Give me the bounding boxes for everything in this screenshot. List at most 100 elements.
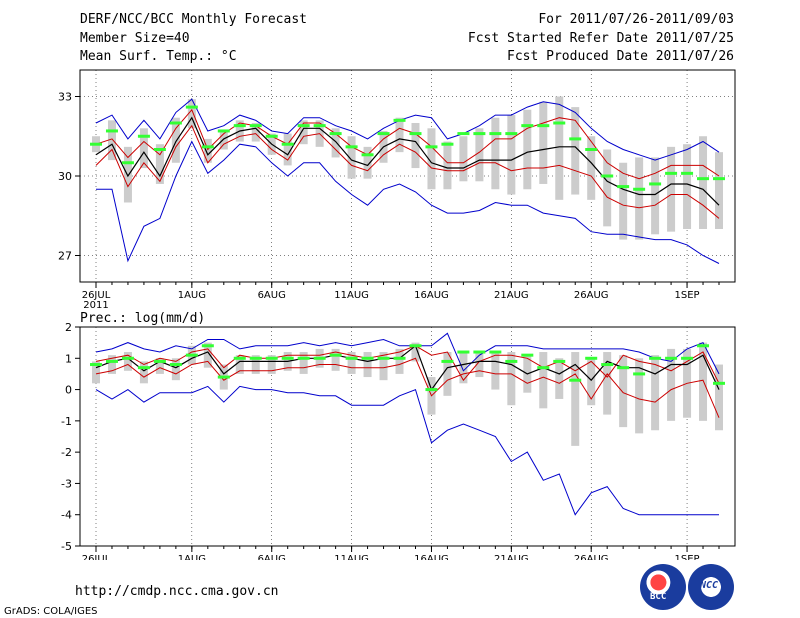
spread-bar bbox=[299, 352, 308, 374]
spread-bar bbox=[619, 355, 628, 428]
median-marker bbox=[649, 182, 662, 186]
median-marker bbox=[409, 344, 422, 348]
bcc-logo: BCC bbox=[640, 564, 686, 610]
median-marker bbox=[505, 132, 518, 136]
spread-bar bbox=[555, 358, 564, 399]
median-marker bbox=[473, 350, 486, 354]
median-marker bbox=[697, 344, 710, 348]
precipitation-chart: -5-4-3-2-101226JUL20111AUG6AUG11AUG16AUG… bbox=[61, 321, 736, 560]
grads-credit: GrADS: COLA/IGES bbox=[4, 606, 98, 617]
median-marker bbox=[473, 132, 486, 136]
spread-bar bbox=[667, 146, 676, 232]
x-tick-label: 6AUG bbox=[258, 290, 286, 301]
spread-bar bbox=[155, 358, 164, 374]
median-marker bbox=[377, 132, 390, 136]
median-marker bbox=[233, 124, 246, 128]
y-tick-label: 0 bbox=[65, 384, 72, 397]
median-marker bbox=[105, 129, 118, 133]
spread-bar bbox=[203, 138, 212, 163]
spread-bar bbox=[219, 130, 228, 150]
spread-bar bbox=[267, 355, 276, 374]
spread-bar bbox=[171, 117, 180, 163]
median-marker bbox=[617, 366, 630, 370]
median-marker bbox=[537, 366, 550, 370]
x-tick-label: 1SEP bbox=[675, 554, 700, 560]
spread-bar bbox=[171, 358, 180, 381]
median-marker bbox=[249, 356, 262, 360]
y-tick-label: -3 bbox=[61, 477, 72, 490]
spread-bar bbox=[683, 144, 692, 229]
median-marker bbox=[665, 171, 678, 175]
median-marker bbox=[329, 353, 342, 357]
median-marker bbox=[345, 145, 358, 149]
median-marker bbox=[521, 124, 534, 128]
spread-bar bbox=[475, 128, 484, 182]
median-marker bbox=[489, 350, 502, 354]
spread-bar bbox=[603, 149, 612, 227]
x-tick-label: 21AUG bbox=[494, 554, 529, 560]
median-marker bbox=[345, 356, 358, 360]
x-tick-label: 26JUL bbox=[82, 290, 111, 301]
produced-date: Fcst Produced Date 2011/07/26 bbox=[507, 49, 734, 64]
x-tick-year: 2011 bbox=[83, 300, 108, 311]
median-marker bbox=[681, 171, 694, 175]
median-marker bbox=[665, 356, 678, 360]
ncc-logo: NCC bbox=[688, 564, 734, 610]
median-marker bbox=[457, 132, 470, 136]
median-marker bbox=[697, 177, 710, 181]
spread-bar bbox=[347, 136, 356, 179]
median-marker bbox=[90, 363, 102, 367]
median-marker bbox=[521, 353, 534, 357]
spread-bar bbox=[92, 361, 100, 384]
x-tick-label: 26AUG bbox=[574, 290, 609, 301]
median-marker bbox=[281, 142, 294, 146]
x-tick-label: 6AUG bbox=[258, 554, 286, 560]
median-marker bbox=[233, 356, 246, 360]
member-size: Member Size=40 bbox=[80, 31, 190, 46]
spread-bar bbox=[123, 146, 132, 203]
spread-bar bbox=[651, 157, 660, 235]
spread-bar bbox=[651, 355, 660, 431]
y-tick-label: 30 bbox=[58, 170, 72, 183]
spread-bar bbox=[619, 162, 628, 240]
spread-bar bbox=[379, 352, 388, 381]
median-marker bbox=[137, 366, 150, 370]
median-marker bbox=[681, 356, 694, 360]
median-marker bbox=[409, 132, 422, 136]
upper-line bbox=[95, 108, 720, 180]
median-marker bbox=[425, 145, 438, 149]
median-marker bbox=[313, 356, 326, 360]
spread-bar bbox=[235, 355, 244, 374]
spread-bar bbox=[107, 120, 116, 161]
upper-line bbox=[95, 345, 720, 384]
median-marker bbox=[105, 359, 118, 363]
spread-bar bbox=[587, 136, 596, 200]
median-marker bbox=[329, 132, 342, 136]
spread-bar bbox=[587, 358, 596, 406]
y-tick-label: 2 bbox=[65, 321, 72, 334]
spread-bar bbox=[571, 352, 580, 446]
median-marker bbox=[185, 353, 198, 357]
median-marker bbox=[361, 356, 374, 360]
x-tick-label: 16AUG bbox=[414, 290, 449, 301]
source-url[interactable]: http://cmdp.ncc.cma.gov.cn bbox=[75, 584, 279, 599]
median-marker bbox=[297, 356, 310, 360]
median-marker bbox=[489, 132, 502, 136]
median-marker bbox=[713, 381, 725, 385]
spread-bar bbox=[507, 352, 516, 406]
x-tick-label: 1SEP bbox=[675, 290, 700, 301]
spread-bar bbox=[331, 348, 340, 371]
median-marker bbox=[249, 124, 262, 128]
median-marker bbox=[153, 359, 166, 363]
spread-bar bbox=[123, 352, 132, 371]
y-tick-label: 27 bbox=[58, 250, 72, 263]
median-marker bbox=[265, 134, 278, 138]
x-tick-label: 21AUG bbox=[494, 290, 529, 301]
median-marker bbox=[393, 356, 406, 360]
spread-bar bbox=[667, 348, 676, 421]
spread-bar bbox=[251, 355, 260, 374]
spread-bar bbox=[699, 136, 708, 229]
spread-bar bbox=[539, 352, 548, 409]
y-tick-label: 33 bbox=[58, 91, 72, 104]
